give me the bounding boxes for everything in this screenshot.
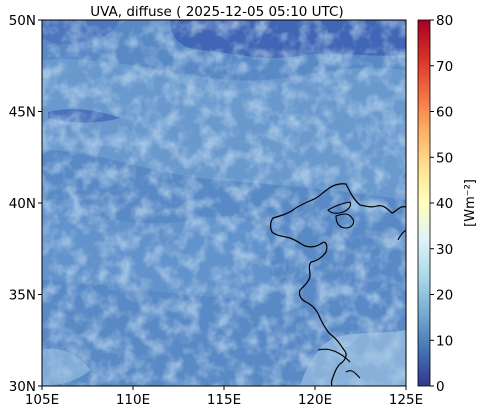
colorbar-tick-label: 70: [436, 59, 453, 75]
lon-tick-label: 115E: [207, 392, 241, 408]
latitude-axis: 30N 35N 40N 45N 50N: [9, 13, 42, 395]
colorbar-label: [Wm⁻²]: [463, 179, 478, 227]
colorbar-tick-label: 20: [436, 288, 453, 304]
coastline-bay: [335, 213, 355, 229]
colorbar-tick-label: 80: [436, 13, 453, 29]
coastline: [270, 183, 406, 386]
map-panel: [42, 20, 406, 386]
lon-tick-label: 110E: [116, 392, 150, 408]
lat-tick-label: 50N: [9, 13, 36, 29]
colorbar-tick-label: 40: [436, 196, 453, 212]
bright-patch-southwest: [42, 348, 90, 386]
lat-tick-label: 30N: [9, 379, 36, 395]
colorbar-tick-label: 30: [436, 242, 453, 258]
coastline-korea: [397, 229, 406, 241]
lat-tick-label: 40N: [9, 196, 36, 212]
coastline-peninsula: [327, 201, 352, 214]
lat-tick-label: 35N: [9, 288, 36, 304]
lon-tick-label: 120E: [298, 392, 332, 408]
lat-tick-label: 45N: [9, 105, 36, 121]
longitude-axis: 105E 110E 115E 120E 125E: [25, 386, 423, 408]
field-texture: [42, 20, 406, 386]
colorbar-scale: [417, 19, 431, 387]
bright-patch-southeast: [300, 330, 406, 386]
lon-tick-label: 105E: [25, 392, 59, 408]
colorbar-tick-label: 10: [436, 333, 453, 349]
colorbar: 0 10 20 30 40 50 60 70 80 [Wm⁻²]: [417, 13, 478, 395]
colorbar-tick-label: 0: [436, 379, 445, 395]
coastline-river-mouth: [317, 348, 351, 363]
colorbar-tick-label: 50: [436, 150, 453, 166]
colorbar-ticks: 0 10 20 30 40 50 60 70 80: [430, 13, 453, 395]
map-title: UVA, diffuse ( 2025-12-05 05:10 UTC): [90, 4, 343, 20]
lon-tick-label: 125E: [389, 392, 423, 408]
colorbar-tick-label: 60: [436, 105, 453, 121]
coastline-south: [345, 370, 361, 379]
